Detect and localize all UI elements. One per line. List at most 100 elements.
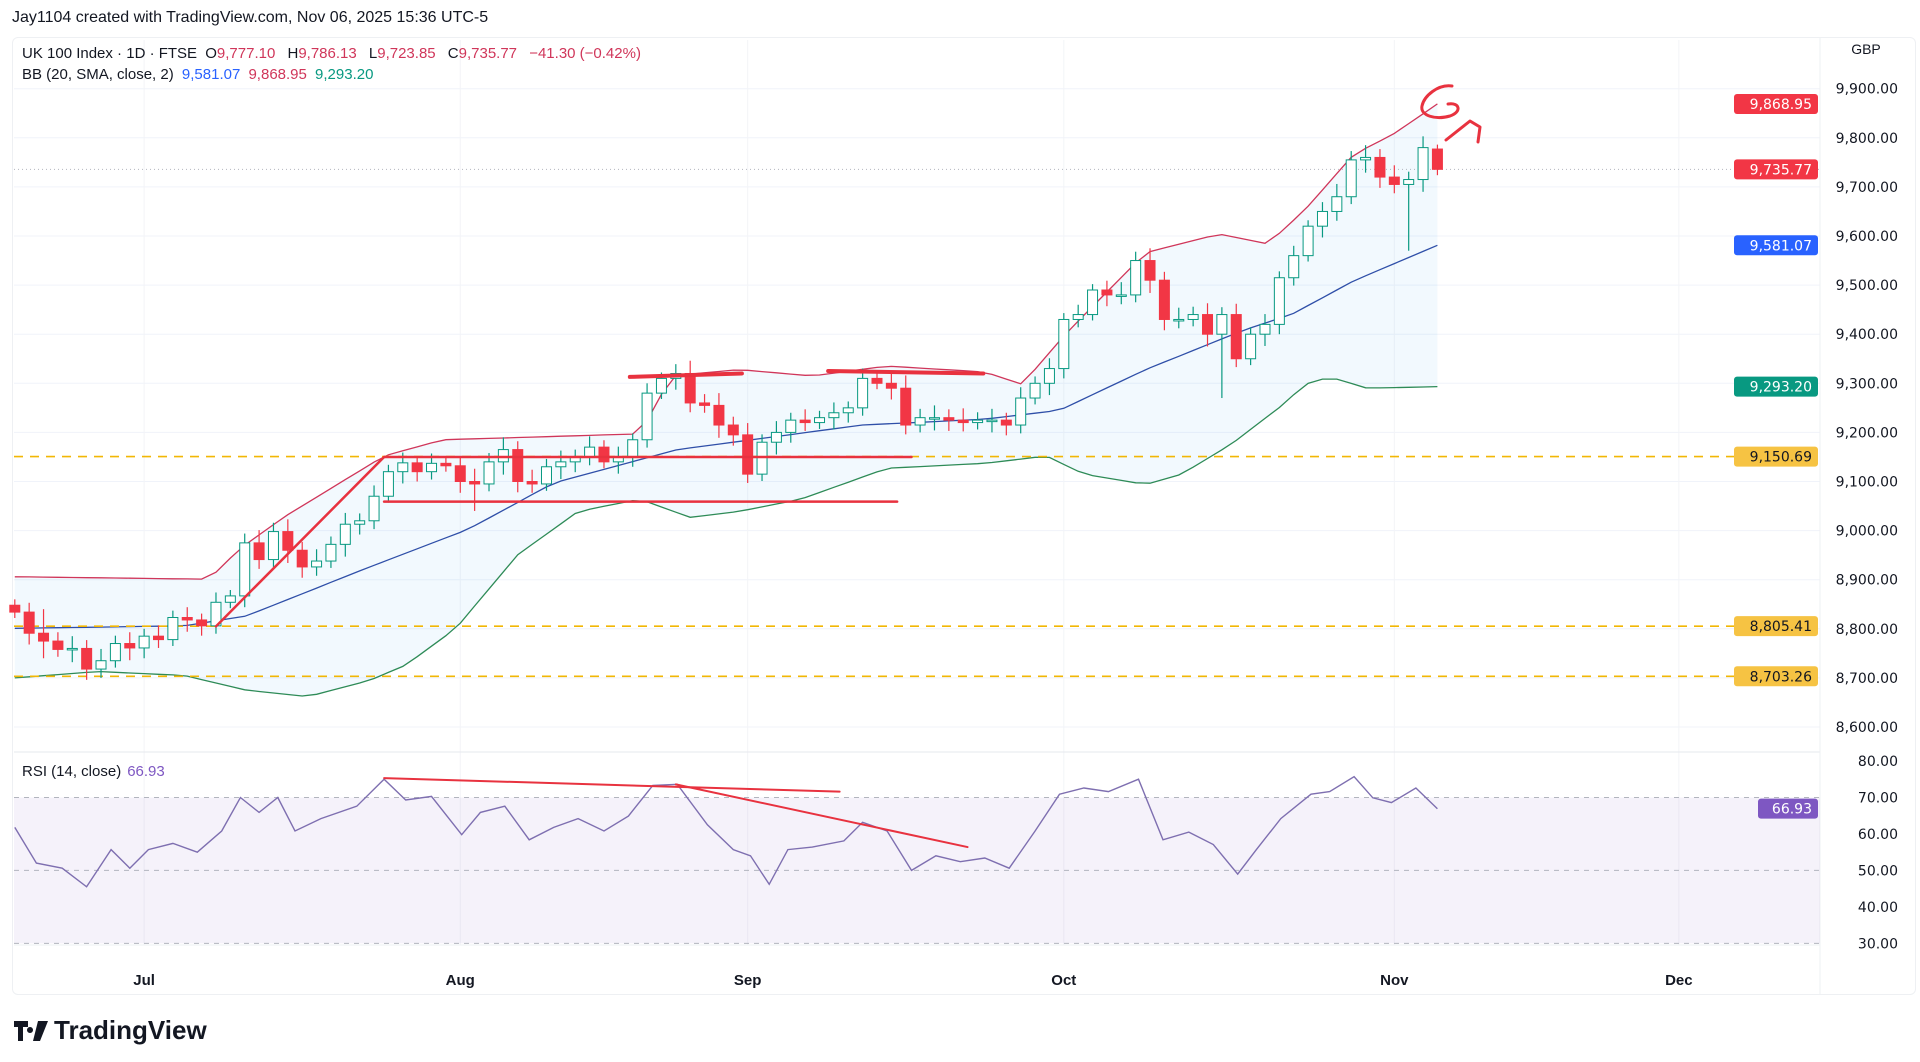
candle-down [196,619,208,627]
candles [9,136,1443,680]
price-tag [1734,666,1818,687]
candle-up [555,461,567,468]
bb-basis-value: 9,581.07 [181,66,241,83]
price-tick-label: 8,900.00 [1836,573,1898,589]
candle-up [66,647,78,651]
rsi-label[interactable]: RSI (14, close) [22,763,122,780]
candle-up [1403,179,1415,185]
rsi-tick-label: 50.00 [1858,863,1898,879]
price-tag [1734,159,1818,180]
candle-up [1316,210,1328,227]
candle-down [512,449,524,482]
open-value: 9,777.10 [216,45,276,62]
grid [14,38,1821,994]
price-tick-label: 8,600.00 [1836,720,1898,736]
candle-up [1360,156,1372,161]
candle-up [311,560,323,568]
chart-frame [12,37,1916,995]
candle-up [339,523,351,545]
candle-down [885,382,897,389]
candle-up [1058,318,1070,370]
rsi-trend-line-drawing[interactable] [674,783,969,849]
symbol-title[interactable]: UK 100 Index · 1D · FTSE [22,45,198,62]
candle-up [1015,397,1027,426]
candle-up [1273,277,1285,325]
candle-up [1043,368,1055,384]
bb-basis-line [14,244,1438,629]
candle-down [38,632,50,642]
price-tag-label: 9,150.69 [1750,450,1812,466]
candle-up [483,461,495,485]
logo-text: TradingView [54,1015,207,1045]
price-tick-label: 9,300.00 [1836,376,1898,392]
rsi-trend-line-drawing[interactable] [383,777,841,793]
candle-down [181,617,193,621]
candle-down [1144,260,1156,281]
candle-down [799,419,811,424]
rsi-tag-label: 66.93 [1772,802,1812,818]
candle-down [742,434,754,475]
rsi-tag [1758,798,1818,819]
price-tag [1734,446,1818,467]
date-tick-label: Aug [446,972,475,989]
high-value: 9,786.13 [298,45,357,62]
candle-down [296,549,308,568]
rsi-tick-label: 70.00 [1858,790,1898,806]
candle-up [785,419,797,433]
candle-down [454,465,466,482]
candle-up [914,417,926,426]
candle-down [871,377,883,384]
horizontal-levels [14,168,1820,678]
candle-down [1202,314,1214,335]
date-tick-label: Oct [1051,972,1076,989]
candle-up [1302,225,1314,257]
candle-down [943,417,955,421]
price-tick-label: 9,800.00 [1836,131,1898,147]
price-tag [1734,235,1818,256]
price-tag-label: 9,735.77 [1750,162,1812,178]
price-tick-label: 9,500.00 [1836,278,1898,294]
low-value: 9,723.85 [377,45,436,62]
candle-down [526,481,538,485]
currency-label[interactable]: GBP [1851,41,1881,57]
candle-up [325,543,337,562]
bb-indicator-label[interactable]: BB (20, SMA, close, 2) [22,66,174,83]
candle-down [440,462,452,467]
time-axis[interactable]: Jul Aug Sep Oct Nov Dec [14,944,1820,989]
trend-line-drawing[interactable] [214,455,386,628]
rsi-legend: RSI (14, close) 66.93 [22,763,165,780]
rsi-value: 66.93 [127,763,165,780]
price-tag [1734,376,1818,397]
price-axis[interactable]: 9,900.00 9,800.00 9,700.00 9,600.00 9,500.00… [1734,82,1898,953]
date-tick-label: Jul [133,972,155,989]
bb-upper-line [14,103,1438,580]
trend-line-drawing[interactable] [826,369,986,376]
candle-down [469,481,481,485]
candle-down [124,643,136,649]
candle-up [1072,314,1084,320]
candle-up [1331,196,1343,212]
candle-up [1345,159,1357,198]
drawings[interactable] [214,84,1482,849]
price-tag-label: 8,703.26 [1750,669,1812,685]
trend-line-drawing[interactable] [627,371,744,379]
candle-down [282,531,294,551]
bb-fill [14,103,1438,696]
candle-up [1115,294,1127,297]
symbol-legend: UK 100 Index · 1D · FTSE O9,777.10 H9,78… [22,43,645,85]
bollinger-bands [14,103,1438,697]
candle-down [1000,419,1012,426]
candle-down [699,402,711,406]
candle-up [857,377,869,409]
candle-up [1288,255,1300,279]
candle-up [1130,260,1142,296]
rsi-tick-label: 60.00 [1858,827,1898,843]
price-tag-label: 8,805.41 [1750,619,1812,635]
candle-up [1087,289,1099,316]
tradingview-logo-icon [14,1020,48,1041]
candle-up [842,407,854,414]
hand-drawn-annotation [1420,84,1482,144]
rsi-tick-label: 80.00 [1858,754,1898,770]
rsi-line [14,775,1438,888]
